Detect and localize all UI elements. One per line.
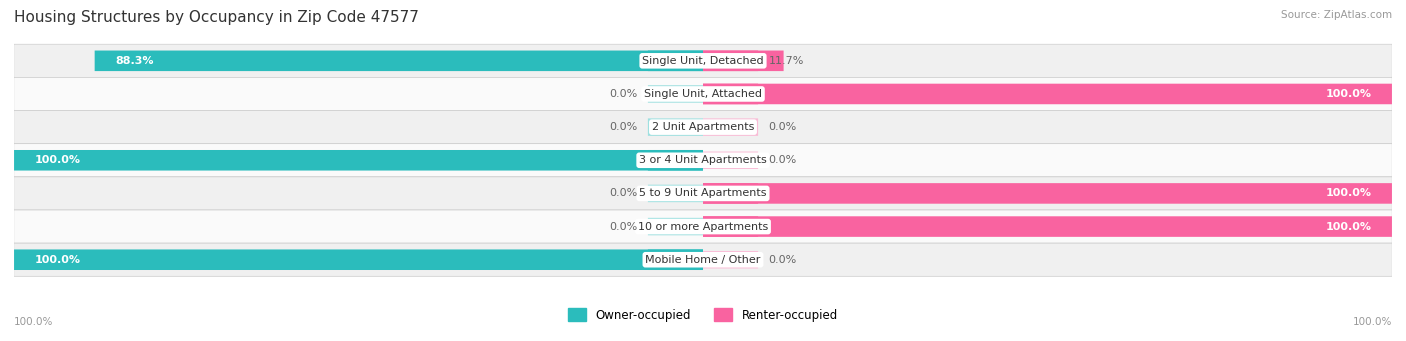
- FancyBboxPatch shape: [648, 118, 703, 136]
- FancyBboxPatch shape: [703, 183, 1392, 204]
- FancyBboxPatch shape: [14, 44, 1392, 77]
- FancyBboxPatch shape: [648, 218, 703, 235]
- FancyBboxPatch shape: [703, 216, 1392, 237]
- Text: Housing Structures by Occupancy in Zip Code 47577: Housing Structures by Occupancy in Zip C…: [14, 10, 419, 25]
- Text: 5 to 9 Unit Apartments: 5 to 9 Unit Apartments: [640, 189, 766, 198]
- FancyBboxPatch shape: [14, 210, 1392, 243]
- FancyBboxPatch shape: [703, 118, 758, 136]
- FancyBboxPatch shape: [703, 50, 783, 71]
- Text: 0.0%: 0.0%: [609, 89, 637, 99]
- Text: 2 Unit Apartments: 2 Unit Apartments: [652, 122, 754, 132]
- FancyBboxPatch shape: [14, 177, 1392, 210]
- FancyBboxPatch shape: [703, 183, 758, 204]
- Text: 100.0%: 100.0%: [1326, 89, 1371, 99]
- FancyBboxPatch shape: [14, 250, 703, 270]
- FancyBboxPatch shape: [648, 50, 703, 71]
- Text: 100.0%: 100.0%: [1326, 222, 1371, 232]
- FancyBboxPatch shape: [94, 50, 703, 71]
- Text: Source: ZipAtlas.com: Source: ZipAtlas.com: [1281, 10, 1392, 20]
- FancyBboxPatch shape: [648, 150, 703, 170]
- Text: 0.0%: 0.0%: [609, 122, 637, 132]
- Text: 0.0%: 0.0%: [609, 222, 637, 232]
- FancyBboxPatch shape: [14, 77, 1392, 110]
- Text: 88.3%: 88.3%: [115, 56, 153, 66]
- Text: 0.0%: 0.0%: [769, 255, 797, 265]
- FancyBboxPatch shape: [703, 84, 1392, 104]
- Text: 100.0%: 100.0%: [14, 317, 53, 327]
- Text: 3 or 4 Unit Apartments: 3 or 4 Unit Apartments: [640, 155, 766, 165]
- FancyBboxPatch shape: [703, 84, 758, 104]
- Text: Mobile Home / Other: Mobile Home / Other: [645, 255, 761, 265]
- Legend: Owner-occupied, Renter-occupied: Owner-occupied, Renter-occupied: [564, 304, 842, 326]
- FancyBboxPatch shape: [703, 251, 758, 268]
- Text: 100.0%: 100.0%: [1326, 189, 1371, 198]
- FancyBboxPatch shape: [14, 150, 703, 170]
- Text: 0.0%: 0.0%: [609, 189, 637, 198]
- Text: 100.0%: 100.0%: [35, 155, 80, 165]
- FancyBboxPatch shape: [14, 110, 1392, 144]
- Text: 10 or more Apartments: 10 or more Apartments: [638, 222, 768, 232]
- Text: 100.0%: 100.0%: [1353, 317, 1392, 327]
- Text: 0.0%: 0.0%: [769, 155, 797, 165]
- FancyBboxPatch shape: [648, 185, 703, 202]
- Text: 0.0%: 0.0%: [769, 122, 797, 132]
- FancyBboxPatch shape: [648, 250, 703, 270]
- Text: 11.7%: 11.7%: [769, 56, 804, 66]
- Text: Single Unit, Attached: Single Unit, Attached: [644, 89, 762, 99]
- FancyBboxPatch shape: [703, 50, 758, 71]
- FancyBboxPatch shape: [14, 144, 1392, 177]
- FancyBboxPatch shape: [14, 243, 1392, 276]
- FancyBboxPatch shape: [703, 216, 758, 237]
- FancyBboxPatch shape: [703, 151, 758, 169]
- Text: Single Unit, Detached: Single Unit, Detached: [643, 56, 763, 66]
- Text: 100.0%: 100.0%: [35, 255, 80, 265]
- FancyBboxPatch shape: [648, 85, 703, 103]
